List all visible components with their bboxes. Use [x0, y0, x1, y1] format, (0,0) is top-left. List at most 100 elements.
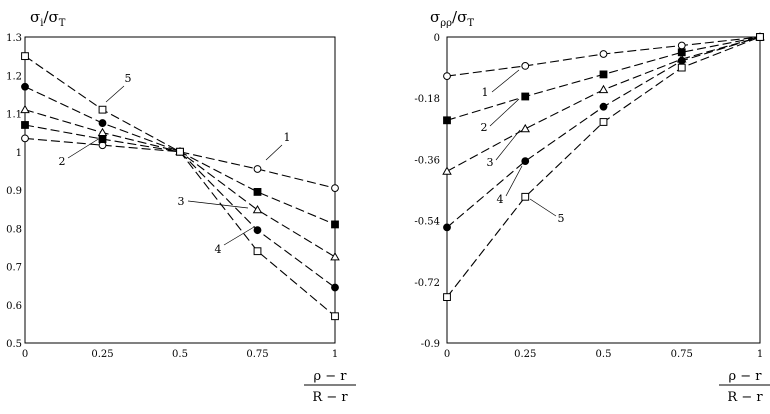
y-tick-label: 1.2	[6, 71, 22, 82]
x-tick-label: 0.75	[671, 349, 693, 360]
series-label: 1	[482, 86, 489, 99]
marker-circle-filled	[253, 226, 262, 235]
y-tick-label: 0	[434, 33, 440, 44]
leader-line	[67, 137, 101, 159]
x-tick-label: 0	[444, 349, 450, 360]
y-tick-label: 1.1	[6, 110, 22, 121]
marker-triangle-open	[20, 104, 30, 114]
marker-circle-open	[677, 41, 686, 50]
marker-square-open	[443, 293, 451, 302]
y-tick-label: -0.72	[414, 278, 440, 289]
marker-circle-open	[443, 72, 451, 80]
leader-line	[223, 226, 255, 246]
y-tick-label: 0.6	[6, 301, 22, 312]
y-tick-label: -0.54	[414, 217, 440, 228]
marker-circle-filled	[677, 56, 686, 65]
marker-circle-open	[253, 165, 262, 173]
marker-square-open	[176, 147, 184, 156]
x-tick-label: 0	[22, 349, 28, 360]
marker-square-filled	[21, 121, 29, 129]
leader-line	[265, 144, 283, 161]
marker-square-open	[98, 105, 107, 114]
y-tick-label: 0.9	[6, 186, 22, 197]
series-3	[20, 104, 340, 261]
series-line	[446, 36, 761, 228]
x-tick-label: 1	[332, 349, 338, 360]
marker-square-filled	[443, 116, 451, 125]
marker-square-filled	[521, 92, 530, 101]
marker-circle-filled	[21, 82, 29, 91]
marker-circle-open	[599, 50, 608, 58]
series-label: 1	[284, 131, 291, 144]
x-axis-label-numerator: ρ − r	[313, 369, 347, 384]
leader-line	[529, 198, 557, 217]
y-tick-label: 0.5	[6, 339, 22, 350]
marker-square-filled	[253, 188, 262, 196]
series-line	[24, 137, 336, 189]
leader-line	[491, 69, 520, 93]
leader-line	[489, 98, 520, 127]
marker-circle-open	[21, 134, 29, 143]
marker-circle-filled	[331, 283, 339, 292]
marker-circle-open	[521, 62, 530, 70]
chart-title: σρρ/σT	[430, 8, 474, 29]
x-tick-label: 0.25	[514, 349, 536, 360]
marker-triangle-open	[97, 127, 108, 137]
x-axis-label-denominator: R − r	[312, 390, 348, 405]
y-tick-label: 1	[16, 148, 22, 159]
series-1	[21, 134, 339, 192]
x-axis-label-denominator: R − r	[727, 390, 763, 405]
series-label: 4	[215, 243, 222, 256]
series-2	[21, 121, 339, 229]
y-tick-label: -0.9	[421, 339, 440, 350]
marker-square-open	[21, 52, 29, 61]
marker-circle-open	[331, 184, 339, 192]
leader-line	[495, 129, 521, 161]
x-axis-label-numerator: ρ − r	[728, 369, 762, 384]
marker-circle-filled	[98, 119, 107, 127]
marker-triangle-open	[252, 204, 263, 214]
y-tick-label: 1.3	[6, 33, 22, 44]
plot-frame	[24, 36, 336, 344]
series-4	[21, 82, 339, 292]
marker-triangle-open	[442, 166, 452, 175]
series-label: 5	[558, 212, 565, 225]
series-label: 2	[481, 121, 488, 134]
marker-triangle-open	[330, 252, 340, 261]
y-tick-label: -0.18	[414, 94, 440, 105]
marker-square-open	[756, 33, 764, 41]
marker-square-open	[331, 312, 339, 321]
leader-line	[187, 200, 249, 209]
marker-circle-filled	[443, 223, 451, 232]
leader-line	[105, 85, 125, 103]
series-line	[24, 55, 336, 317]
y-tick-label: 0.8	[6, 224, 22, 235]
series-1	[443, 33, 764, 80]
series-4	[443, 33, 764, 232]
x-tick-label: 0.75	[246, 349, 268, 360]
plot-frame	[446, 36, 761, 344]
series-5	[21, 52, 339, 321]
series-label: 3	[487, 156, 494, 169]
x-tick-label: 0.25	[91, 349, 113, 360]
marker-square-open	[677, 63, 686, 72]
series-label: 5	[125, 72, 132, 85]
x-tick-label: 0.5	[596, 349, 612, 360]
series-label: 3	[178, 195, 185, 208]
x-tick-label: 1	[757, 349, 763, 360]
chart-sigma-rr: σρρ/σT 0 0.25 0.5 0.75 1 0 -0.18 -0.36 -0.54 -0.72…	[414, 8, 770, 405]
marker-circle-filled	[599, 102, 608, 111]
marker-square-filled	[98, 135, 107, 144]
x-tick-label: 0.5	[172, 349, 188, 360]
marker-triangle-open	[520, 123, 531, 133]
y-tick-label: -0.36	[414, 155, 440, 166]
marker-square-open	[599, 118, 608, 126]
series-line	[24, 86, 336, 288]
marker-circle-filled	[521, 157, 530, 166]
series-label: 2	[59, 155, 66, 168]
marker-triangle-open	[598, 84, 609, 94]
marker-square-open	[253, 247, 262, 256]
leader-line	[505, 165, 523, 197]
series-label: 4	[497, 193, 504, 206]
